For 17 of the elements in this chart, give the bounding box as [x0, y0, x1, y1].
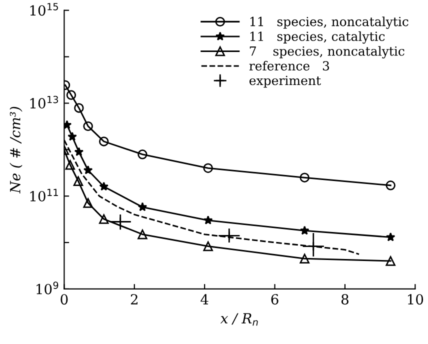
y-tick-label: 10$^{13}$	[30, 96, 58, 109]
y-axis-title: Ne ( # /cm³)	[10, 106, 22, 194]
legend-label: experiment	[250, 76, 321, 88]
x-tick-label: 2	[130, 294, 138, 304]
x-axis-title: x / R$_{n}$	[220, 313, 258, 326]
x-tick-label: 4	[200, 294, 208, 304]
y-tick-label: 10$^{15}$	[30, 3, 58, 16]
x-tick-label: 8	[341, 294, 348, 305]
legend-label: 7 species, noncatalytic	[250, 46, 404, 58]
y-tick-label: 10$^{11}$	[30, 188, 58, 202]
x-tick-label: 0	[60, 294, 68, 305]
x-tick-label: 10	[408, 294, 424, 305]
x-tick-label: 6	[271, 294, 278, 305]
legend-label: reference 3	[249, 60, 330, 71]
legend-label: 11 species, noncatalytic	[250, 16, 408, 29]
legend-label: 11 species, catalytic	[250, 31, 385, 44]
y-tick-label: 10$^{9}$	[36, 282, 58, 294]
